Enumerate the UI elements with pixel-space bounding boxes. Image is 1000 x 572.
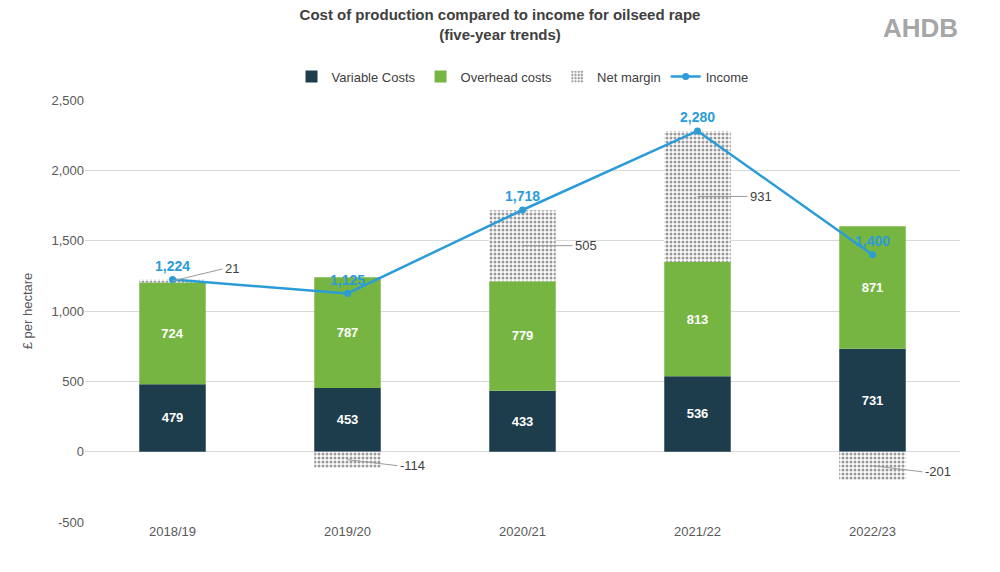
svg-text:1,224: 1,224 [155, 258, 190, 274]
svg-text:1,400: 1,400 [855, 233, 890, 249]
svg-text:2,000: 2,000 [51, 163, 84, 178]
svg-text:2,500: 2,500 [51, 93, 84, 108]
svg-text:1,500: 1,500 [51, 233, 84, 248]
svg-text:Net margin: Net margin [597, 70, 661, 85]
svg-text:500: 500 [62, 374, 84, 389]
svg-text:1,125: 1,125 [330, 272, 365, 288]
svg-text:Cost of production compared to: Cost of production compared to income fo… [300, 6, 701, 43]
svg-text:453: 453 [337, 412, 359, 427]
svg-text:1,718: 1,718 [505, 188, 540, 204]
svg-text:871: 871 [862, 280, 884, 295]
svg-text:-201: -201 [925, 464, 951, 479]
svg-text:-114: -114 [400, 458, 425, 473]
svg-text:Variable Costs: Variable Costs [332, 70, 416, 85]
svg-text:787: 787 [337, 325, 359, 340]
svg-text:0: 0 [77, 444, 84, 459]
svg-text:AHDB: AHDB [883, 13, 958, 43]
svg-text:2021/22: 2021/22 [674, 524, 721, 539]
svg-text:813: 813 [687, 312, 709, 327]
svg-text:1,000: 1,000 [51, 304, 84, 319]
svg-text:2020/21: 2020/21 [499, 524, 546, 539]
svg-text:2018/19: 2018/19 [149, 524, 196, 539]
svg-text:-500: -500 [58, 515, 84, 530]
svg-text:505: 505 [575, 238, 597, 253]
svg-text:2,280: 2,280 [680, 109, 715, 125]
svg-text:731: 731 [862, 393, 884, 408]
svg-text:779: 779 [512, 328, 534, 343]
svg-text:Overhead costs: Overhead costs [461, 70, 553, 85]
svg-text:931: 931 [750, 189, 772, 204]
svg-text:536: 536 [687, 406, 709, 421]
svg-text:2022/23: 2022/23 [849, 524, 896, 539]
svg-text:21: 21 [225, 261, 239, 276]
svg-text:£ per hectare: £ per hectare [20, 273, 35, 350]
svg-text:Income: Income [706, 70, 749, 85]
svg-text:479: 479 [162, 410, 184, 425]
svg-text:724: 724 [161, 326, 183, 341]
svg-text:2019/20: 2019/20 [324, 524, 371, 539]
svg-text:433: 433 [512, 414, 534, 429]
